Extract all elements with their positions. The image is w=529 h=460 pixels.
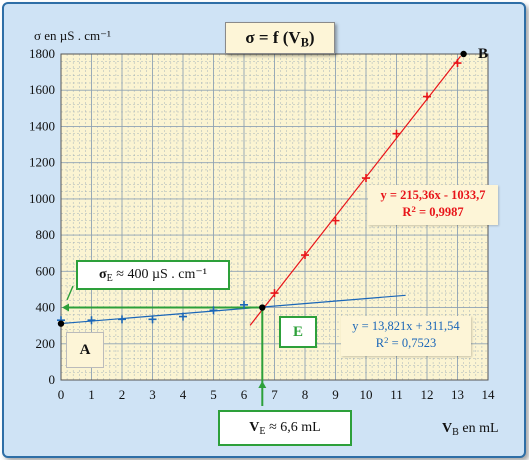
blue-r2-label: R — [375, 336, 385, 350]
chart-title-sub: B — [300, 35, 309, 50]
x-tick-label: 13 — [451, 387, 464, 402]
blue-data-point — [148, 315, 157, 324]
blue-r2-value: = 0,7523 — [388, 336, 437, 350]
x-tick-label: 3 — [149, 387, 156, 402]
y-tick-label: 800 — [36, 227, 56, 242]
y-tick-label: 1000 — [29, 191, 55, 206]
y-tick-label: 400 — [36, 300, 56, 315]
x-tick-label: 9 — [332, 387, 339, 402]
chart-title-end: ) — [308, 28, 315, 47]
sigma-e-annotation: σE ≈ 400 µS . cm⁻¹ — [76, 260, 230, 290]
red-equation-text: y = 215,36x - 1033,7 — [380, 188, 486, 202]
blue-equation-text: y = 13,821x + 311,54 — [352, 319, 460, 333]
x-tick-label: 8 — [302, 387, 309, 402]
marker-b — [460, 50, 467, 58]
red-data-point — [362, 174, 370, 183]
ve-symbol: V — [249, 420, 260, 435]
blue-data-point — [209, 306, 218, 315]
x-tick-label: 14 — [482, 387, 496, 402]
x-tick-label: 1 — [88, 387, 95, 402]
x-tick-label: 10 — [360, 387, 373, 402]
x-tick-label: 6 — [241, 387, 248, 402]
red-r2-value: = 0,9987 — [415, 205, 464, 219]
point-a-label: A — [66, 332, 104, 368]
marker-e — [259, 304, 266, 311]
x-tick-label: 11 — [390, 387, 403, 402]
chart-svg: 0 1 2 3 4 5 6 7 8 9 10 11 12 13 1402004006008001000120… — [29, 46, 496, 406]
y-tick-label: 1800 — [29, 46, 55, 61]
red-r2-text: R2 = 0,9987 — [402, 204, 464, 219]
sigma-e-arrowhead — [62, 303, 69, 312]
point-e-label: E — [279, 316, 317, 348]
y-axis-label: σ en µS . cm⁻¹ — [34, 28, 111, 43]
red-data-point — [301, 251, 309, 260]
blue-fit-equation: y = 13,821x + 311,54 R2 = 0,7523 — [341, 316, 471, 356]
chart-title-main: σ = f (V — [245, 28, 301, 47]
ve-annotation: VE ≈ 6,6 mL — [218, 410, 352, 446]
red-data-point — [270, 289, 279, 298]
blue-data-point — [118, 315, 126, 324]
x-axis-label: VB en mL — [442, 421, 499, 439]
red-r2-label: R — [402, 205, 412, 219]
x-tick-label: 5 — [210, 387, 217, 402]
x-axis-sub: B — [452, 427, 459, 439]
sigma-e-pointer — [66, 285, 74, 301]
red-data-point — [392, 129, 401, 138]
red-data-point — [423, 92, 431, 101]
x-tick-label: 7 — [271, 387, 278, 402]
y-tick-label: 200 — [36, 336, 56, 351]
sigma-e-sub: E — [106, 273, 113, 285]
y-tick-label: 1600 — [29, 82, 55, 97]
chart-title: σ = f (VB) — [225, 22, 335, 54]
red-data-point — [453, 59, 462, 68]
ve-arrowhead — [258, 381, 267, 388]
ve-sub: E — [259, 426, 266, 438]
y-tick-label: 1200 — [29, 155, 55, 170]
ve-value: ≈ 6,6 mL — [265, 420, 321, 435]
y-tick-label: 0 — [49, 372, 56, 387]
x-tick-label: 2 — [119, 387, 126, 402]
red-fit-line — [249, 55, 462, 326]
blue-data-point — [240, 300, 248, 309]
blue-data-point — [87, 316, 96, 325]
y-tick-label: 1400 — [29, 118, 55, 133]
point-b-label: B — [478, 46, 489, 62]
marker-a — [57, 320, 65, 327]
red-data-point — [331, 216, 340, 225]
x-axis-symbol: V — [442, 421, 453, 436]
x-tick-label: 0 — [58, 387, 65, 402]
x-tick-label: 12 — [421, 387, 434, 402]
blue-data-point — [179, 312, 187, 321]
y-tick-label: 600 — [36, 263, 56, 278]
blue-r2-text: R2 = 0,7523 — [375, 335, 437, 350]
x-tick-label: 4 — [180, 387, 187, 402]
sigma-e-symbol: σ — [98, 267, 107, 282]
x-axis-unit: en mL — [458, 421, 499, 436]
red-fit-equation: y = 215,36x - 1033,7 R2 = 0,9987 — [368, 185, 498, 225]
sigma-e-value: ≈ 400 µS . cm⁻¹ — [112, 267, 207, 282]
